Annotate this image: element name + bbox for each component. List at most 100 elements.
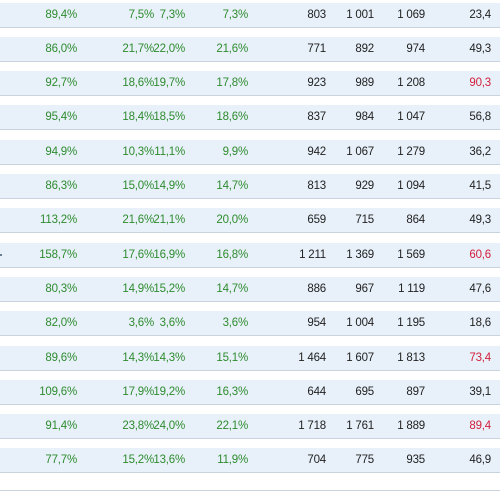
percent-cell: 95,4% [45,111,77,124]
percent-cell: 14,9% [122,282,154,295]
percent-cell: 19,7% [153,77,185,90]
percent-cell: 86,3% [45,180,77,192]
percent-cell: 92,7% [45,77,77,90]
number-cell: 644 [307,385,326,398]
percent-cell: 17,8% [216,77,248,90]
table-row: 86,3% 15,0% 14,9% 14,7% 813 929 1 094 41,5 [0,174,500,199]
percent-cell: 14,3% [153,351,185,364]
table-row: 94,9% 10,3% 11,1% 9,9% 942 1 067 1 279 36,2 [0,139,500,165]
percent-cell: 3,6% [159,317,186,330]
number-cell: 704 [307,454,326,467]
percent-cell: 18,5% [153,111,185,124]
percent-cell: 21,7% [122,42,154,55]
table-row: 109,6% 17,9% 19,2% 16,3% 644 695 897 39,1 [0,379,500,405]
number-cell: 1 119 [398,282,425,295]
percent-cell: 13,6% [153,454,185,467]
percent-cell: 7,3% [222,8,249,21]
percent-cell: 91,4% [45,420,77,433]
number-cell: 695 [355,385,374,398]
number-cell: 897 [406,385,425,398]
number-cell: 984 [355,111,374,124]
table-row: 113,2% 21,6% 21,1% 20,0% 659 715 864 49,3 [0,208,500,234]
table-row: 80,3% 14,9% 15,2% 14,7% 886 967 1 119 47,6 [0,276,500,302]
percent-cell: 16,8% [216,248,248,261]
percent-cell: 94,9% [45,145,77,158]
number-cell: 18,6 [469,317,491,330]
number-cell: 73,4 [469,351,491,364]
percent-cell: 17,6% [122,248,154,261]
percent-cell: 3,6% [222,317,249,330]
percent-cell: 89,4% [45,8,77,21]
number-cell: 1 279 [397,145,425,158]
number-cell: 1 761 [346,420,374,433]
percent-cell: 15,0% [122,180,154,192]
number-cell: 89,4 [469,420,491,433]
percent-cell: 86,0% [45,42,77,55]
percent-cell: 22,1% [216,420,248,433]
number-cell: 90,3 [469,77,491,90]
percent-cell: 158,7% [39,248,77,261]
number-cell: 1 464 [298,351,326,364]
percent-cell: 11,9% [217,454,248,467]
number-cell: 49,3 [469,42,491,55]
table-row: 77,7% 15,2% 13,6% 11,9% 704 775 935 46,9 [0,448,500,474]
number-cell: 1 607 [346,351,374,364]
percent-cell: 113,2% [40,214,77,227]
table-bottom-border [0,490,500,491]
percent-cell: 16,9% [153,248,185,261]
percent-cell: 21,6% [216,42,248,55]
number-cell: 923 [307,77,326,90]
percent-cell: 9,9% [222,145,249,158]
number-cell: 813 [307,180,326,192]
number-cell: 36,2 [469,145,491,158]
percent-cell: 15,2% [122,454,154,467]
table-row: 92,7% 18,6% 19,7% 17,8% 923 989 1 208 90,3 [0,71,500,97]
number-cell: 1 069 [397,8,425,21]
number-cell: 837 [307,111,326,124]
number-cell: 1 813 [397,351,425,364]
percent-cell: 16,3% [216,385,248,398]
number-cell: 954 [307,317,326,330]
percent-cell: 23,8% [122,420,154,433]
table-row: 158,7% 17,6% 16,9% 16,8% 1 211 1 369 1 569 60,6 [0,242,500,268]
number-cell: 1 208 [397,77,425,90]
row-edge-marker [0,253,2,256]
number-cell: 23,4 [469,8,491,21]
percent-cell: 109,6% [39,385,77,398]
percent-cell: 19,2% [153,385,185,398]
percent-cell: 3,6% [128,317,155,330]
number-cell: 1 211 [299,248,326,261]
number-cell: 39,1 [469,385,491,398]
percent-cell: 89,6% [45,351,77,364]
percent-cell: 7,5% [128,8,155,21]
percent-cell: 24,0% [153,420,185,433]
percent-cell: 77,7% [45,454,77,467]
number-cell: 715 [355,214,374,227]
table-row: 95,4% 18,4% 18,5% 18,6% 837 984 1 047 56,8 [0,105,500,131]
number-cell: 864 [406,214,425,227]
number-cell: 41,5 [469,180,491,192]
number-cell: 1 004 [346,317,374,330]
number-cell: 989 [355,77,374,90]
number-cell: 803 [307,8,326,21]
percent-cell: 18,4% [122,111,154,124]
number-cell: 892 [355,42,374,55]
percent-cell: 10,3% [122,145,154,158]
number-cell: 886 [307,282,326,295]
number-cell: 1 369 [346,248,374,261]
number-cell: 1 001 [346,8,374,21]
number-cell: 56,8 [469,111,491,124]
number-cell: 1 094 [397,180,425,192]
percent-cell: 80,3% [45,282,77,295]
percent-cell: 22,0% [153,42,185,55]
number-cell: 771 [307,42,326,55]
number-cell: 60,6 [469,248,491,261]
percent-cell: 21,6% [122,214,154,227]
percent-cell: 21,1% [153,214,185,227]
percent-cell: 82,0% [45,317,77,330]
table-row: 91,4% 23,8% 24,0% 22,1% 1 718 1 761 1 889 89,4 [0,414,500,440]
percent-cell: 14,9% [153,180,185,192]
number-cell: 659 [307,214,326,227]
percent-cell: 11,1% [154,145,185,158]
number-cell: 942 [307,145,326,158]
